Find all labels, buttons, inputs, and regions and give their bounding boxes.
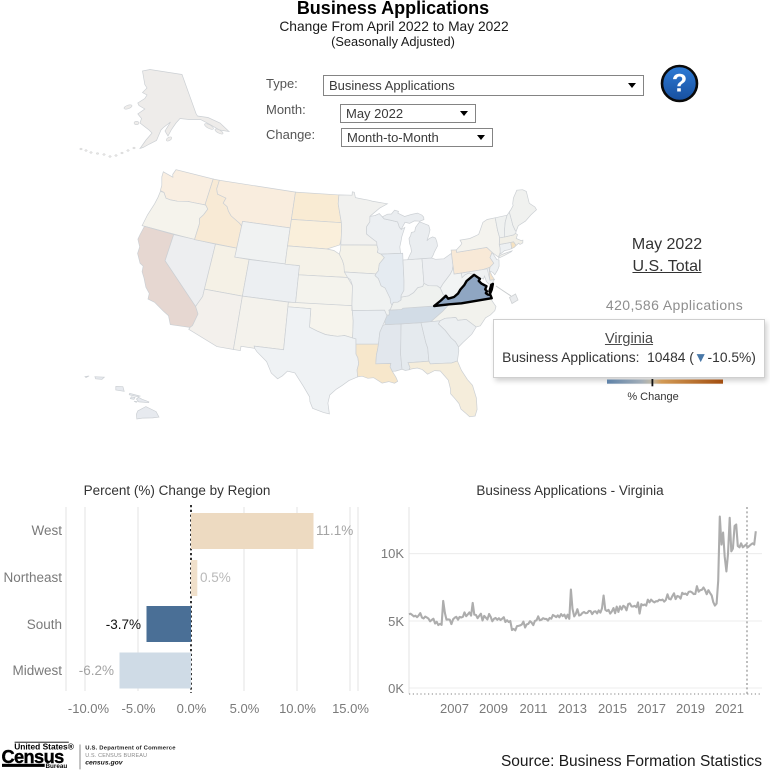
svg-text:?: ? [672, 70, 687, 98]
svg-text:Bureau: Bureau [46, 763, 68, 770]
svg-text:United States®: United States® [14, 741, 75, 751]
svg-text:census.gov: census.gov [85, 759, 124, 766]
svg-text:Census: Census [2, 747, 65, 767]
svg-text:U.S. CENSUS BUREAU: U.S. CENSUS BUREAU [85, 753, 147, 759]
svg-text:U.S. Department of Commerce: U.S. Department of Commerce [85, 745, 176, 751]
